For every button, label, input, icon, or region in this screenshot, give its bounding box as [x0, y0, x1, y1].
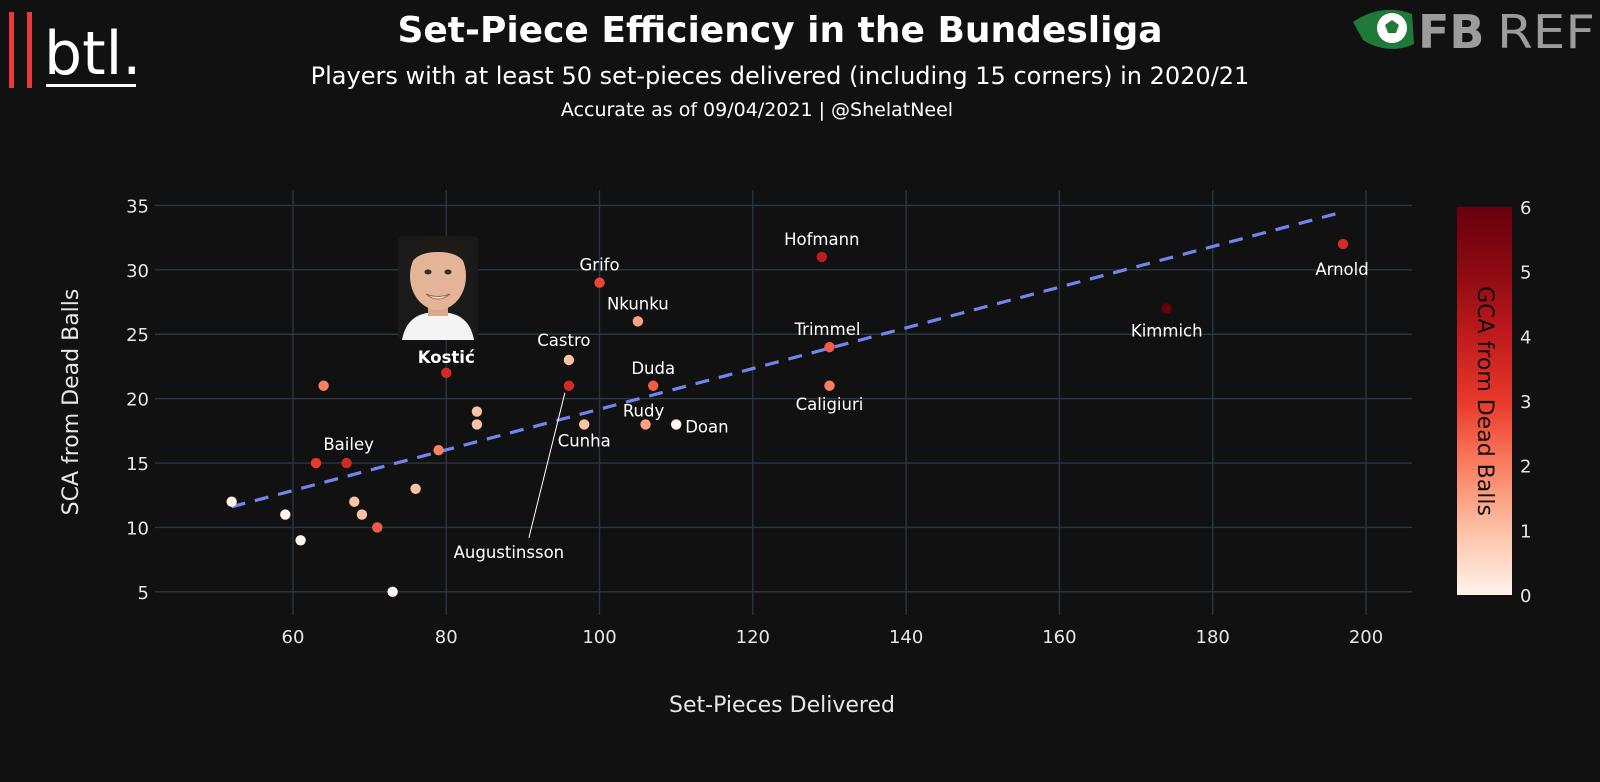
data-point — [280, 509, 291, 520]
point-label: Augustinsson — [454, 543, 565, 562]
data-point — [471, 419, 483, 430]
btl-logo-text: btl. — [44, 19, 141, 89]
data-point — [226, 496, 237, 507]
colorbar: GCA from Dead Balls 0 1 2 3 4 5 6 — [1457, 198, 1531, 607]
y-tick-label: 25 — [126, 325, 149, 346]
y-tick-label: 35 — [126, 196, 149, 217]
data-point — [471, 406, 483, 417]
data-point — [295, 535, 306, 546]
data-point — [816, 251, 828, 263]
colorbar-tick-label: 3 — [1520, 392, 1531, 413]
y-tick-label: 20 — [126, 390, 149, 411]
data-point — [563, 354, 575, 366]
colorbar-gradient — [1457, 207, 1512, 595]
x-tick-label: 60 — [282, 627, 305, 648]
data-point — [579, 419, 590, 430]
y-tick-label: 30 — [126, 261, 149, 282]
fbref-logo: FB REF — [1353, 5, 1595, 59]
data-point — [640, 419, 651, 430]
point-label: Kostić — [418, 348, 475, 367]
x-tick-label: 160 — [1042, 627, 1076, 648]
data-point — [824, 341, 835, 353]
point-label: Trimmel — [794, 320, 861, 339]
data-point — [632, 316, 644, 327]
data-point — [1337, 238, 1349, 250]
chart-subtitle: Players with at least 50 set-pieces deli… — [311, 62, 1250, 90]
x-tick-label: 180 — [1196, 627, 1230, 648]
point-label: Bailey — [323, 435, 374, 454]
player-photo — [398, 236, 478, 340]
player-face — [410, 242, 466, 310]
y-tick-label: 15 — [126, 454, 149, 475]
colorbar-tick-label: 6 — [1520, 198, 1531, 219]
x-tick-label: 200 — [1349, 627, 1383, 648]
data-point — [341, 457, 352, 469]
x-tick-label: 80 — [435, 627, 458, 648]
data-point — [563, 380, 575, 391]
x-tick-label: 140 — [889, 627, 923, 648]
colorbar-tick-label: 1 — [1520, 521, 1531, 542]
annotation-lines — [528, 392, 566, 538]
point-label: Nkunku — [607, 294, 669, 313]
colorbar-tick-label: 2 — [1520, 457, 1531, 478]
data-point — [648, 380, 659, 391]
point-label: Duda — [631, 359, 675, 378]
point-label: Cunha — [558, 431, 611, 450]
data-point — [1161, 303, 1172, 314]
x-tick-label: 120 — [736, 627, 770, 648]
colorbar-tick-label: 4 — [1520, 327, 1531, 348]
data-point — [318, 380, 329, 391]
fbref-logo-bold: FB — [1418, 5, 1484, 59]
y-axis-ticks: 5 10 15 20 25 30 35 — [126, 196, 149, 603]
colorbar-tick-label: 5 — [1520, 263, 1531, 284]
x-axis-ticks: 60 80 100 120 140 160 180 200 — [282, 627, 1384, 648]
data-point — [387, 586, 398, 598]
data-point — [349, 496, 360, 507]
y-tick-label: 5 — [138, 583, 149, 604]
point-label: Doan — [685, 417, 728, 436]
data-point — [670, 419, 682, 430]
data-point — [594, 277, 605, 288]
data-point — [824, 380, 835, 391]
logo-red-bar-2 — [27, 12, 32, 88]
data-point — [310, 457, 322, 469]
data-point — [356, 509, 368, 520]
btl-logo: btl. — [9, 12, 141, 89]
point-label: Hofmann — [784, 230, 859, 249]
chart-title: Set-Piece Efficiency in the Bundesliga — [397, 10, 1162, 51]
fbref-logo-light: REF — [1497, 5, 1595, 59]
point-label: Rudy — [623, 401, 665, 420]
colorbar-tick-label: 0 — [1520, 586, 1531, 607]
point-label: Castro — [537, 331, 590, 350]
player-hair — [407, 236, 469, 270]
x-tick-label: 100 — [582, 627, 616, 648]
point-label: Arnold — [1315, 260, 1368, 279]
point-labels: Bailey Kostić Castro Augustinsson Cunha Grifo… — [323, 230, 1368, 562]
logo-underline — [46, 84, 136, 87]
accuracy-note: Accurate as of 09/04/2021 | @ShelatNeel — [561, 99, 953, 121]
colorbar-title: GCA from Dead Balls — [1472, 286, 1497, 516]
data-points — [226, 238, 1349, 598]
annotation-line — [528, 392, 566, 538]
grid — [155, 190, 1412, 615]
soccer-ball-patch — [1385, 20, 1399, 33]
x-axis-title: Set-Pieces Delivered — [669, 693, 895, 718]
point-label: Grifo — [580, 256, 620, 275]
data-point — [441, 367, 452, 379]
y-axis-title: SCA from Dead Balls — [59, 289, 84, 516]
point-label: Kimmich — [1131, 321, 1203, 340]
y-tick-label: 10 — [126, 518, 149, 539]
data-point — [433, 444, 444, 456]
point-label: Caligiuri — [796, 395, 864, 414]
logo-red-bar-1 — [9, 12, 14, 88]
data-point — [372, 522, 383, 533]
data-point — [410, 483, 421, 494]
colorbar-ticks: 0 1 2 3 4 5 6 — [1520, 198, 1531, 607]
player-shirt — [402, 312, 474, 340]
